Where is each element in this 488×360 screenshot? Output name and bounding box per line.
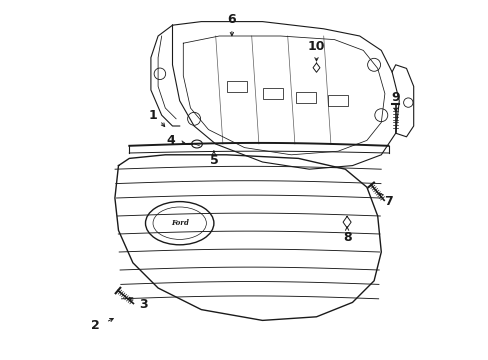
Text: 2: 2 <box>91 319 99 332</box>
Bar <box>227 81 247 92</box>
Bar <box>263 88 283 99</box>
Text: 6: 6 <box>227 13 236 26</box>
Text: 5: 5 <box>209 154 218 167</box>
Bar <box>327 95 347 106</box>
Text: 3: 3 <box>139 298 148 311</box>
Bar <box>295 92 315 103</box>
Text: 1: 1 <box>148 109 157 122</box>
Text: Ford: Ford <box>170 219 188 227</box>
Text: 7: 7 <box>384 195 392 208</box>
Text: 10: 10 <box>307 40 325 53</box>
Text: 8: 8 <box>342 231 351 244</box>
Text: 9: 9 <box>390 91 399 104</box>
Text: 4: 4 <box>166 134 175 147</box>
